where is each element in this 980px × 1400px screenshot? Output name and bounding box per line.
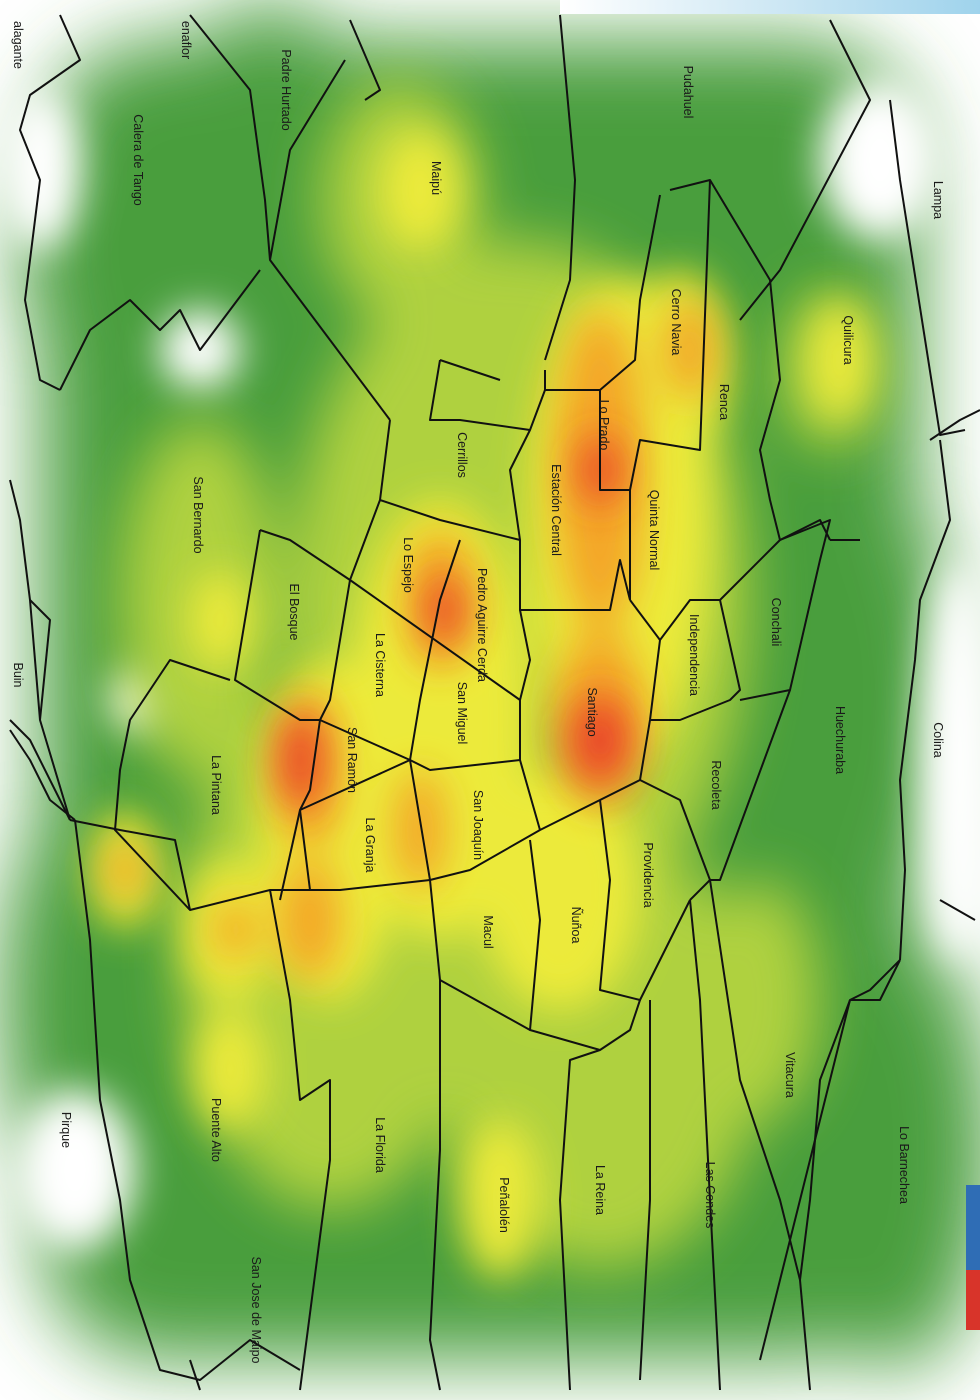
label-nunoa: Ñuñoa bbox=[569, 906, 583, 944]
label-cerrillos: Cerrillos bbox=[455, 432, 469, 478]
label-penaflor: enaflor bbox=[179, 20, 193, 60]
edge-tab-blue bbox=[966, 1185, 980, 1270]
label-san-joaquin: San Joaquín bbox=[471, 789, 485, 861]
label-la-pintana: La Pintana bbox=[209, 755, 223, 815]
label-colina: Colina bbox=[931, 722, 945, 758]
label-renca: Renca bbox=[717, 383, 731, 421]
header-strip bbox=[560, 0, 980, 14]
label-san-jose-de-maipo: San Jose de Maipo bbox=[249, 1256, 263, 1364]
label-lo-prado: Lo Prado bbox=[597, 399, 611, 451]
label-penalolen: Peñalolén bbox=[497, 1177, 511, 1233]
label-macul: Macul bbox=[481, 915, 495, 949]
label-la-florida: La Florida bbox=[373, 1117, 387, 1173]
label-pirque: Pirque bbox=[59, 1111, 73, 1149]
label-conchali: Conchali bbox=[769, 597, 783, 647]
label-la-cisterna: La Cisterna bbox=[373, 633, 387, 697]
label-quinta-normal: Quinta Normal bbox=[647, 489, 661, 571]
label-pedro-aguirre-cerda: Pedro Aguirre Cerda bbox=[475, 568, 489, 682]
label-el-bosque: El Bosque bbox=[287, 583, 301, 641]
label-huechuraba: Huechuraba bbox=[833, 705, 847, 775]
label-pudahuel: Pudahuel bbox=[681, 65, 695, 119]
label-las-condes: Las Condes bbox=[703, 1161, 717, 1229]
edge-tab-red bbox=[966, 1270, 980, 1330]
label-maipu: Maipú bbox=[429, 160, 443, 196]
label-san-bernardo: San Bernardo bbox=[191, 476, 205, 554]
label-quilicura: Quilicura bbox=[841, 315, 855, 365]
label-santiago: Santiago bbox=[585, 687, 599, 737]
label-buin: Buin bbox=[11, 662, 25, 688]
label-san-miguel: San Miguel bbox=[455, 681, 469, 745]
label-lo-espejo: Lo Espejo bbox=[401, 537, 415, 593]
label-calera-de-tango: Calera de Tango bbox=[131, 114, 145, 206]
label-recoleta: Recoleta bbox=[709, 760, 723, 810]
label-lo-barnechea: Lo Barnechea bbox=[897, 1126, 911, 1204]
label-padre-hurtado: Padre Hurtado bbox=[279, 49, 293, 131]
empty-areas bbox=[0, 80, 980, 1250]
label-independencia: Independencia bbox=[687, 613, 701, 697]
commune-boundaries bbox=[9, 14, 980, 1391]
label-la-granja: La Granja bbox=[363, 817, 377, 873]
label-puente-alto: Puente Alto bbox=[209, 1098, 223, 1162]
label-vitacura: Vitacura bbox=[783, 1052, 797, 1098]
label-cerro-navia: Cerro Navia bbox=[669, 288, 683, 356]
label-estacion-central: Estación Central bbox=[549, 464, 563, 556]
label-san-ramon: San Ramón bbox=[345, 726, 359, 794]
label-providencia: Providencia bbox=[641, 842, 655, 908]
label-lampa: Lampa bbox=[931, 180, 945, 220]
label-la-reina: La Reina bbox=[593, 1164, 607, 1216]
label-talagante: alagante bbox=[11, 21, 25, 69]
